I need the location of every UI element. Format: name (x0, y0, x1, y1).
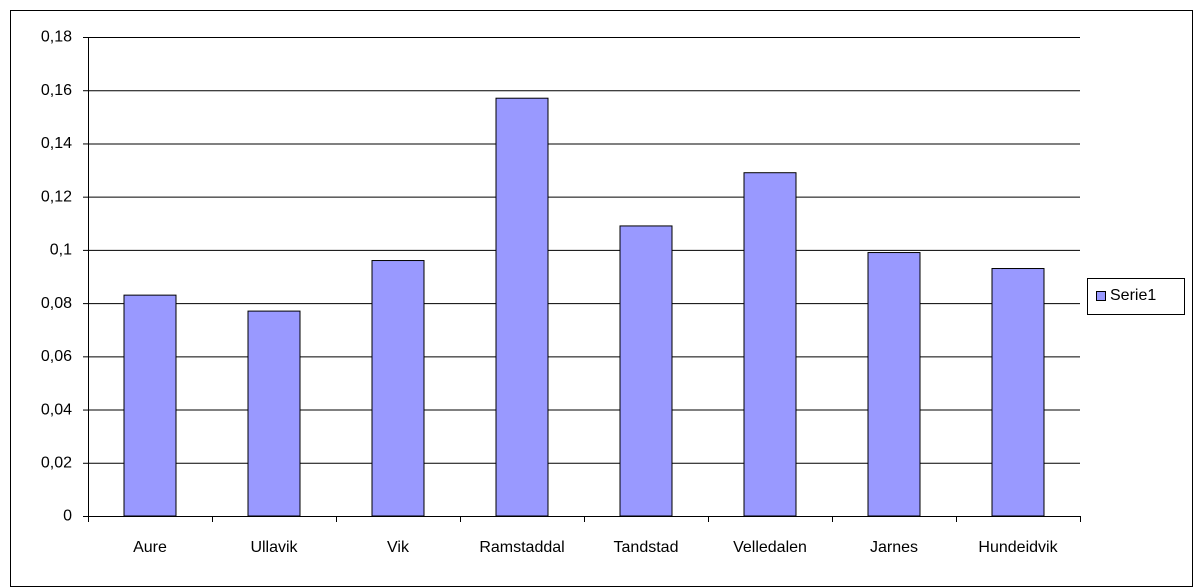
y-tick-label: 0,08 (41, 295, 72, 312)
x-tick-label: Velledalen (733, 539, 807, 556)
legend-label: Serie1 (1110, 287, 1156, 304)
y-tick-label: 0,04 (41, 401, 72, 418)
legend-box (1087, 278, 1185, 315)
bar (371, 260, 425, 517)
legend-swatch (1096, 291, 1106, 301)
bar (123, 294, 177, 517)
bar (991, 268, 1045, 517)
bar (867, 252, 921, 517)
x-tick-label: Ullavik (250, 539, 298, 556)
x-tick-label: Aure (133, 539, 167, 556)
bar (743, 172, 797, 517)
bar (619, 225, 673, 517)
x-tick-label: Vik (387, 539, 410, 556)
bar (247, 310, 301, 517)
x-tick-label: Hundeidvik (978, 539, 1058, 556)
x-tick-label: Jarnes (870, 539, 918, 556)
bar (495, 97, 549, 517)
y-tick-label: 0,16 (41, 82, 72, 99)
y-tick-label: 0,06 (41, 348, 72, 365)
y-tick-label: 0,12 (41, 188, 72, 205)
y-tick-label: 0,14 (41, 135, 72, 152)
y-tick-label: 0 (63, 508, 72, 525)
y-tick-label: 0,1 (50, 242, 72, 259)
x-tick-label: Ramstaddal (479, 539, 564, 556)
x-tick-label: Tandstad (614, 539, 679, 556)
y-tick-label: 0,18 (41, 29, 72, 46)
y-tick-label: 0,02 (41, 454, 72, 471)
